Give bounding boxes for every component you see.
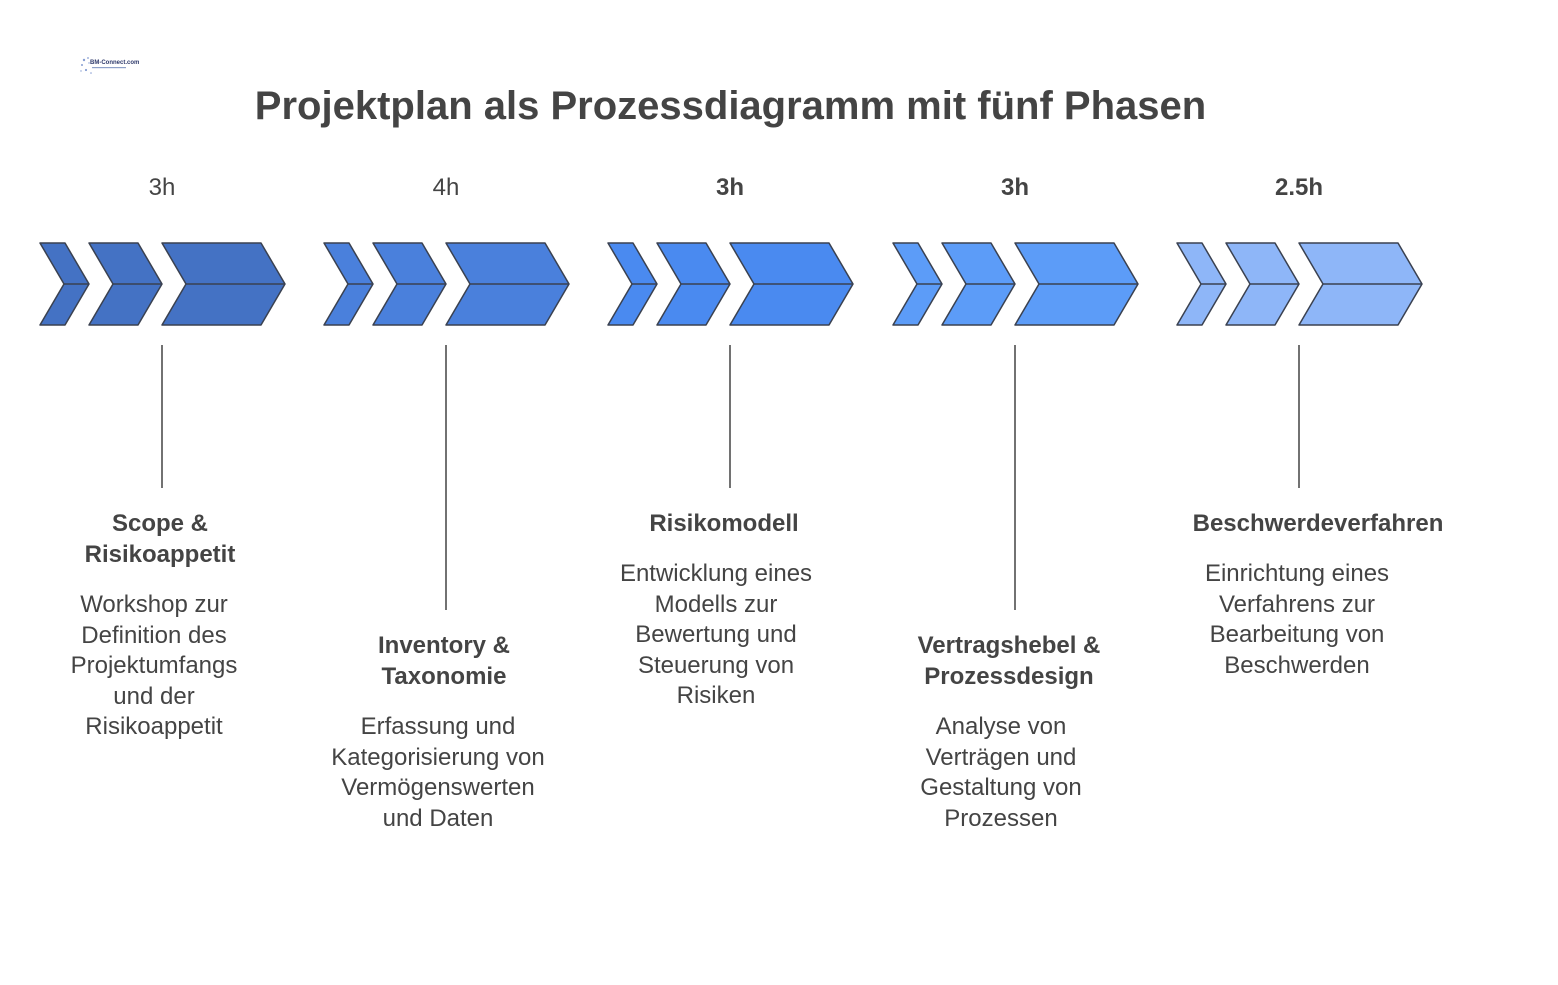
phase-5-text-block: Beschwerdeverfahren Einrichtung eines Ver…: [1178, 508, 1444, 681]
phase-1-title: Scope & Risikoappetit: [84, 510, 236, 568]
phase-4-text-block: Vertragshebel & Prozessdesign Analyse von…: [884, 630, 1134, 834]
phase-1-duration: 3h: [148, 174, 176, 201]
phase-1-text-block: Scope & Risikoappetit Workshop zur Defini…: [35, 508, 285, 743]
phase-2-description: Erfassung und Kategorisierung von Vermög…: [331, 713, 545, 832]
phase-2-duration: 4h: [432, 174, 460, 201]
phase-4-description: Analyse von Verträgen und Gestaltung von…: [920, 713, 1082, 832]
phase-2-text-block: Inventory & Taxonomie Erfassung und Kateg…: [319, 630, 569, 834]
phase-3-description: Entwicklung eines Modells zur Bewertung …: [619, 560, 813, 709]
phase-4-duration: 3h: [1000, 174, 1029, 201]
page-title: Projektplan als Prozessdiagramm mit fünf…: [254, 84, 1207, 128]
phase-1-description: Workshop zur Definition des Projektumfan…: [70, 591, 238, 740]
phase-5-duration: 2.5h: [1274, 174, 1324, 201]
phase-3-duration: 3h: [715, 174, 744, 201]
phase-4-title: Vertragshebel & Prozessdesign: [917, 632, 1101, 690]
phase-3-text-block: Risikomodell Entwicklung eines Modells zu…: [599, 508, 849, 712]
logo-icon: [80, 57, 126, 74]
phase-5-description: Einrichtung eines Verfahrens zur Bearbei…: [1204, 560, 1390, 679]
phase-5-title: Beschwerdeverfahren: [1192, 510, 1444, 537]
phase-3-title: Risikomodell: [649, 510, 799, 537]
logo-text: BM-Connect.com: [90, 60, 140, 66]
phase-2-title: Inventory & Taxonomie: [377, 632, 511, 690]
